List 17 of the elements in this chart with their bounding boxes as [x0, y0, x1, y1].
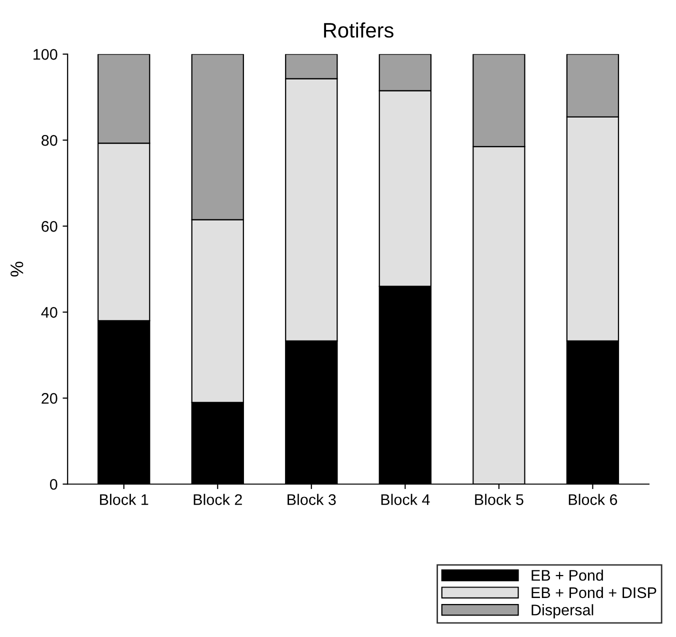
legend-label: EB + Pond + DISP	[532, 586, 656, 598]
legend-label: EB + Pond	[532, 570, 603, 581]
x-tick-label: Block 4	[381, 494, 430, 506]
chart-title: Rotifers	[324, 22, 394, 38]
x-tick-label: Block 5	[475, 494, 524, 506]
y-tick-label: 40	[41, 307, 58, 318]
x-tick-label: Block 6	[568, 494, 618, 506]
y-tick-label: 80	[42, 135, 58, 146]
y-tick-label: 0	[50, 478, 58, 490]
x-tick-label: Block 2	[194, 494, 242, 506]
y-tick-label: 20	[42, 392, 58, 404]
x-tick-label: Block 1	[100, 494, 148, 506]
y-axis-title: %	[10, 262, 24, 277]
x-tick-label: Block 3	[288, 494, 336, 506]
legend-label: Dispersal	[532, 604, 594, 618]
y-tick-label: 100	[34, 49, 58, 60]
y-tick-label: 60	[42, 221, 58, 232]
